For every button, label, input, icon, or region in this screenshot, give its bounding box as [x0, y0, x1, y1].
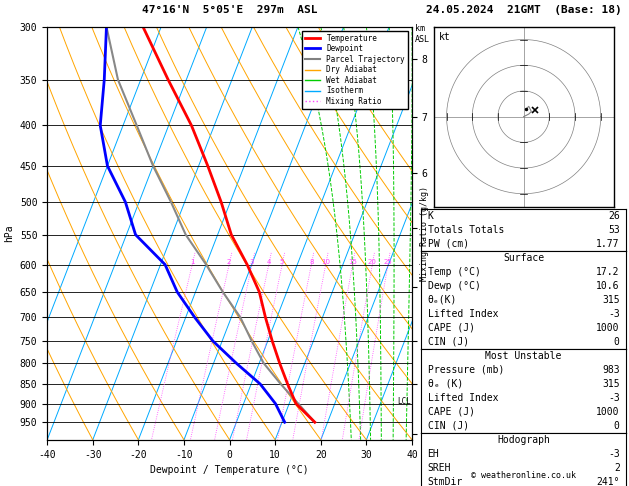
Text: SREH: SREH: [428, 463, 451, 473]
Text: 5: 5: [280, 259, 284, 264]
Text: 2: 2: [227, 259, 231, 264]
Text: 4: 4: [267, 259, 271, 264]
Text: Pressure (mb): Pressure (mb): [428, 365, 504, 375]
Text: Surface: Surface: [503, 253, 544, 263]
Legend: Temperature, Dewpoint, Parcel Trajectory, Dry Adiabat, Wet Adiabat, Isotherm, Mi: Temperature, Dewpoint, Parcel Trajectory…: [302, 31, 408, 109]
Text: LCL: LCL: [397, 397, 411, 406]
Text: Temp (°C): Temp (°C): [428, 267, 481, 277]
Text: 26: 26: [608, 211, 620, 221]
Text: 1.77: 1.77: [596, 239, 620, 249]
Text: StmDir: StmDir: [428, 477, 463, 486]
Text: Dewp (°C): Dewp (°C): [428, 281, 481, 291]
Text: 10.6: 10.6: [596, 281, 620, 291]
Text: 24.05.2024  21GMT  (Base: 18): 24.05.2024 21GMT (Base: 18): [426, 4, 621, 15]
Text: -3: -3: [608, 309, 620, 319]
Text: -3: -3: [608, 393, 620, 403]
Text: 241°: 241°: [596, 477, 620, 486]
X-axis label: Dewpoint / Temperature (°C): Dewpoint / Temperature (°C): [150, 465, 309, 475]
Text: Most Unstable: Most Unstable: [486, 351, 562, 361]
Text: 17.2: 17.2: [596, 267, 620, 277]
Text: kt: kt: [439, 32, 451, 42]
Text: EH: EH: [428, 449, 439, 459]
Text: 10: 10: [321, 259, 330, 264]
Text: PW (cm): PW (cm): [428, 239, 469, 249]
Text: 47°16'N  5°05'E  297m  ASL: 47°16'N 5°05'E 297m ASL: [142, 4, 318, 15]
Text: Mixing Ratio (g/kg): Mixing Ratio (g/kg): [420, 186, 429, 281]
Text: 25: 25: [384, 259, 392, 264]
Text: 20: 20: [368, 259, 377, 264]
Text: Totals Totals: Totals Totals: [428, 225, 504, 235]
Text: 8: 8: [309, 259, 314, 264]
Text: Lifted Index: Lifted Index: [428, 393, 498, 403]
Text: θₑ (K): θₑ (K): [428, 379, 463, 389]
Text: 3: 3: [250, 259, 254, 264]
Text: Lifted Index: Lifted Index: [428, 309, 498, 319]
Text: km
ASL: km ASL: [415, 24, 430, 44]
Text: CAPE (J): CAPE (J): [428, 323, 474, 333]
Text: CIN (J): CIN (J): [428, 421, 469, 431]
Text: 1: 1: [190, 259, 194, 264]
Text: © weatheronline.co.uk: © weatheronline.co.uk: [471, 471, 576, 480]
Text: 983: 983: [602, 365, 620, 375]
Text: -3: -3: [608, 449, 620, 459]
Text: CIN (J): CIN (J): [428, 337, 469, 347]
Text: 0: 0: [614, 337, 620, 347]
Text: 2: 2: [614, 463, 620, 473]
Text: Hodograph: Hodograph: [497, 435, 550, 445]
Text: 315: 315: [602, 295, 620, 305]
Text: 53: 53: [608, 225, 620, 235]
Text: 1000: 1000: [596, 323, 620, 333]
Text: 315: 315: [602, 379, 620, 389]
Text: θₑ(K): θₑ(K): [428, 295, 457, 305]
Y-axis label: hPa: hPa: [4, 225, 14, 242]
Text: 1000: 1000: [596, 407, 620, 417]
Text: K: K: [428, 211, 433, 221]
Text: CAPE (J): CAPE (J): [428, 407, 474, 417]
Text: 15: 15: [348, 259, 357, 264]
Text: 0: 0: [614, 421, 620, 431]
